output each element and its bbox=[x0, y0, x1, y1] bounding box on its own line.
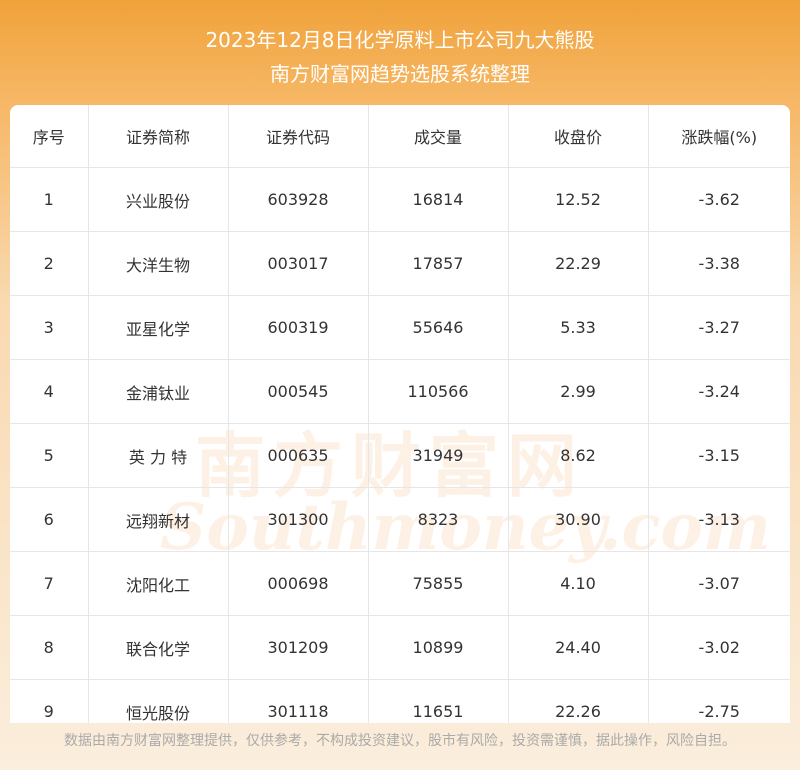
column-header: 涨跌幅(%) bbox=[647, 105, 790, 168]
table-cell: -3.13 bbox=[647, 487, 790, 552]
table-cell: 金浦钛业 bbox=[87, 359, 229, 424]
header-row: 序号 证券简称 证券代码 成交量 收盘价 涨跌幅(%) bbox=[10, 105, 790, 168]
title: 2023年12月8日化学原料上市公司九大熊股 bbox=[205, 28, 595, 52]
table-cell: 英 力 特 bbox=[87, 423, 229, 488]
table-cell: -3.15 bbox=[647, 423, 790, 488]
table-cell: -3.62 bbox=[647, 167, 790, 232]
table-cell: 000698 bbox=[227, 551, 369, 616]
column-header: 证券简称 bbox=[87, 105, 229, 168]
table-cell: 24.40 bbox=[507, 615, 649, 680]
column-header: 证券代码 bbox=[227, 105, 369, 168]
table-cell: -3.07 bbox=[647, 551, 790, 616]
table-cell: 22.26 bbox=[507, 679, 649, 723]
footer-note: 数据由南方财富网整理提供，仅供参考，不构成投资建议，股市有风险，投资需谨慎，据此… bbox=[64, 733, 736, 749]
table-cell: 8 bbox=[10, 615, 89, 680]
table-cell: 8.62 bbox=[507, 423, 649, 488]
table-cell: 沈阳化工 bbox=[87, 551, 229, 616]
table-cell: 联合化学 bbox=[87, 615, 229, 680]
table-cell: 11651 bbox=[367, 679, 509, 723]
table-row: 9 恒光股份 301118 11651 22.26 -2.75 bbox=[10, 679, 790, 723]
table-cell: 远翔新材 bbox=[87, 487, 229, 552]
table-row: 2 大洋生物 003017 17857 22.29 -3.38 bbox=[10, 231, 790, 296]
table-cell: 17857 bbox=[367, 231, 509, 296]
table-cell: 30.90 bbox=[507, 487, 649, 552]
table-cell: 3 bbox=[10, 295, 89, 360]
table-cell: 大洋生物 bbox=[87, 231, 229, 296]
table-cell: 10899 bbox=[367, 615, 509, 680]
table-cell: -3.38 bbox=[647, 231, 790, 296]
table-row: 4 金浦钛业 000545 110566 2.99 -3.24 bbox=[10, 359, 790, 424]
table-cell: 003017 bbox=[227, 231, 369, 296]
table-cell: 亚星化学 bbox=[87, 295, 229, 360]
table-cell: 000545 bbox=[227, 359, 369, 424]
table-cell: -3.24 bbox=[647, 359, 790, 424]
table-cell: 5.33 bbox=[507, 295, 649, 360]
table-cell: 301209 bbox=[227, 615, 369, 680]
table-cell: 000635 bbox=[227, 423, 369, 488]
table-cell: 6 bbox=[10, 487, 89, 552]
table-row: 8 联合化学 301209 10899 24.40 -3.02 bbox=[10, 615, 790, 680]
column-header: 成交量 bbox=[367, 105, 509, 168]
table-cell: -3.02 bbox=[647, 615, 790, 680]
table-cell: 兴业股份 bbox=[87, 167, 229, 232]
table-cell: 2.99 bbox=[507, 359, 649, 424]
table-row: 1 兴业股份 603928 16814 12.52 -3.62 bbox=[10, 167, 790, 232]
table-cell: -2.75 bbox=[647, 679, 790, 723]
table-cell: 75855 bbox=[367, 551, 509, 616]
table-cell: 603928 bbox=[227, 167, 369, 232]
table-cell: 16814 bbox=[367, 167, 509, 232]
table-cell: -3.27 bbox=[647, 295, 790, 360]
table-cell: 110566 bbox=[367, 359, 509, 424]
table-cell: 4.10 bbox=[507, 551, 649, 616]
table-cell: 31949 bbox=[367, 423, 509, 488]
table-cell: 恒光股份 bbox=[87, 679, 229, 723]
table-cell: 12.52 bbox=[507, 167, 649, 232]
table-card: 南方财富网 Southmoney.com 序号 证券简称 证券代码 成交量 收盘价 涨跌幅… bbox=[10, 105, 790, 723]
table-cell: 4 bbox=[10, 359, 89, 424]
table-cell: 55646 bbox=[367, 295, 509, 360]
subtitle: 南方财富网趋势选股系统整理 bbox=[270, 62, 530, 86]
table-cell: 1 bbox=[10, 167, 89, 232]
table-cell: 7 bbox=[10, 551, 89, 616]
table-row: 6 远翔新材 301300 8323 30.90 -3.13 bbox=[10, 487, 790, 552]
table-cell: 301118 bbox=[227, 679, 369, 723]
table-cell: 301300 bbox=[227, 487, 369, 552]
table-cell: 22.29 bbox=[507, 231, 649, 296]
table-cell: 2 bbox=[10, 231, 89, 296]
table-cell: 8323 bbox=[367, 487, 509, 552]
table-cell: 5 bbox=[10, 423, 89, 488]
table-row: 7 沈阳化工 000698 75855 4.10 -3.07 bbox=[10, 551, 790, 616]
table-cell: 600319 bbox=[227, 295, 369, 360]
table-cell: 9 bbox=[10, 679, 89, 723]
table: 序号 证券简称 证券代码 成交量 收盘价 涨跌幅(%) 1 兴业股份 603928 16814 1… bbox=[10, 105, 790, 723]
table-row: 3 亚星化学 600319 55646 5.33 -3.27 bbox=[10, 295, 790, 360]
column-header: 序号 bbox=[10, 105, 89, 168]
column-header: 收盘价 bbox=[507, 105, 649, 168]
